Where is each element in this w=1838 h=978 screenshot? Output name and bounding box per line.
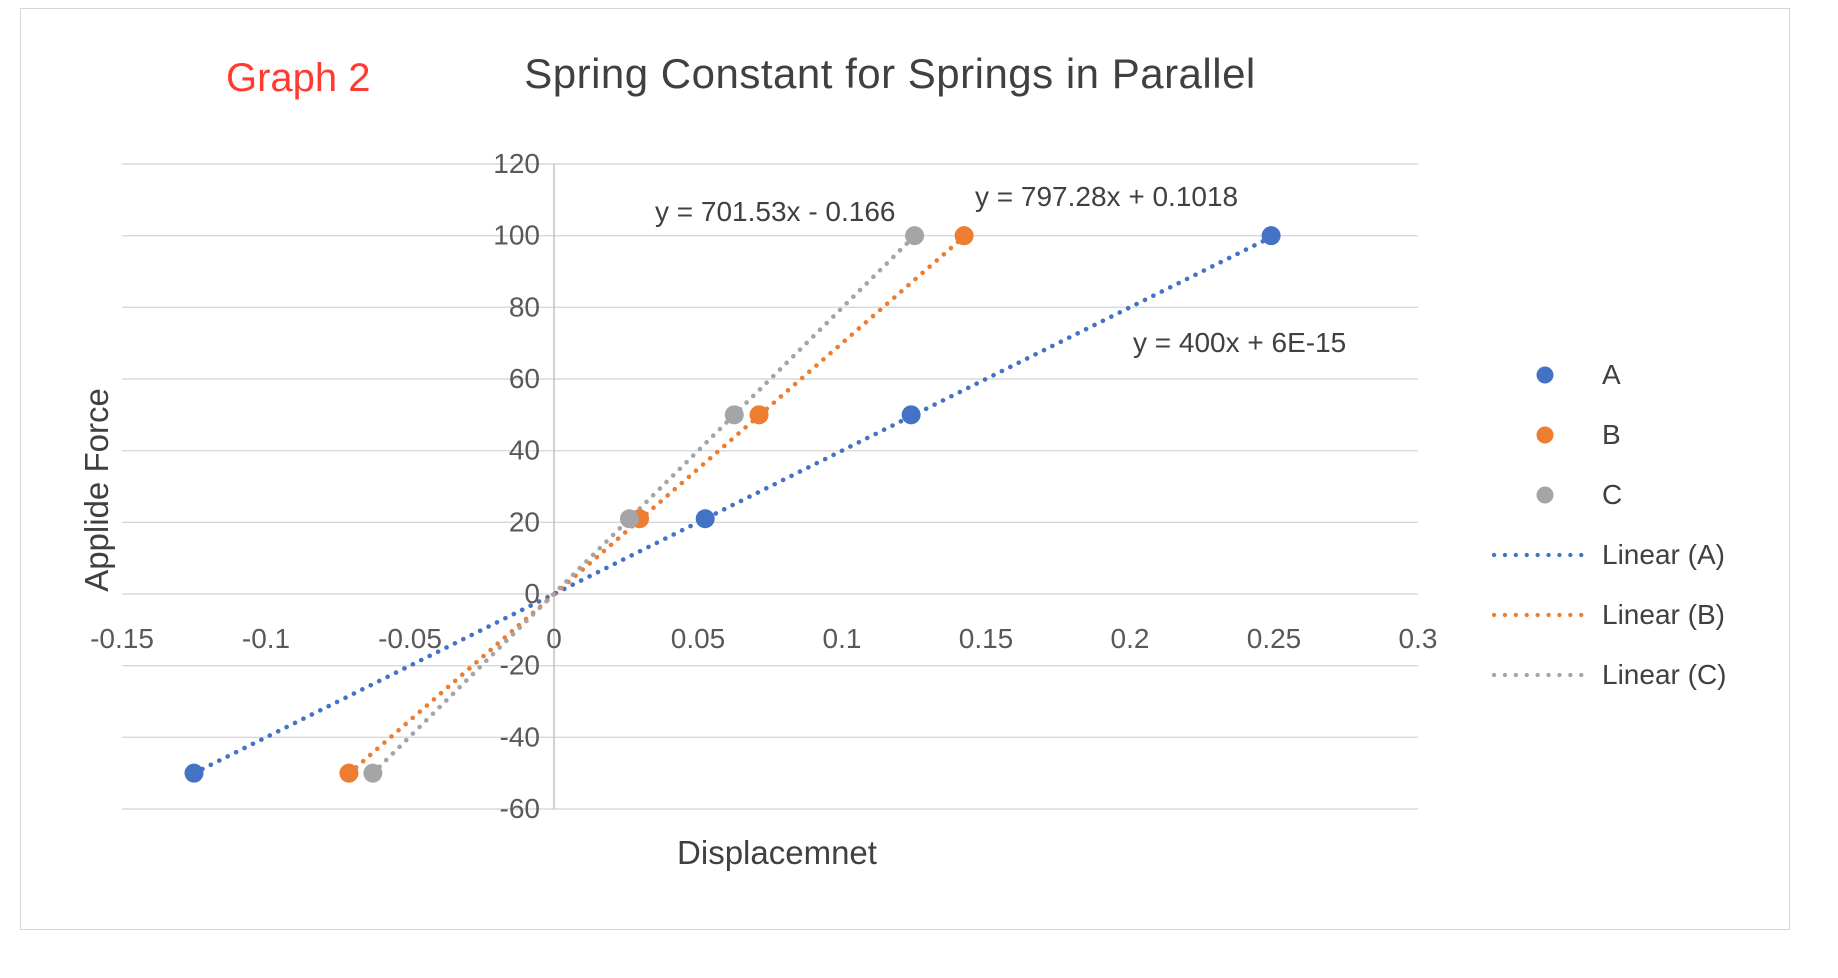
x-tick-label: -0.15 xyxy=(90,623,154,654)
legend-label: C xyxy=(1602,479,1623,510)
x-tick-label: 0.25 xyxy=(1247,623,1302,654)
data-point-b[interactable] xyxy=(954,226,974,246)
graph-label: Graph 2 xyxy=(226,56,371,100)
x-axis-title: Displacemnet xyxy=(677,834,877,871)
legend-marker-dotted-line xyxy=(1492,672,1592,678)
legend-marker-dot xyxy=(1536,426,1554,444)
legend-label: A xyxy=(1602,359,1621,390)
legend-label: Linear (A) xyxy=(1602,539,1725,570)
data-point-b[interactable] xyxy=(339,763,359,783)
y-tick-label: 100 xyxy=(493,220,540,251)
legend-label: Linear (B) xyxy=(1602,599,1725,630)
y-tick-label: 0 xyxy=(524,578,540,609)
y-tick-label: 20 xyxy=(509,506,540,537)
y-tick-label: 80 xyxy=(509,291,540,322)
legend-item-linear-b[interactable]: Linear (B) xyxy=(1492,585,1726,645)
y-tick-label: 120 xyxy=(493,148,540,179)
x-tick-label: 0.1 xyxy=(823,623,862,654)
legend-item-b[interactable]: B xyxy=(1492,405,1726,465)
legend-label: Linear (C) xyxy=(1602,659,1727,690)
trendline-c[interactable] xyxy=(370,233,917,776)
data-point-b[interactable] xyxy=(749,405,769,425)
legend-item-linear-c[interactable]: Linear (C) xyxy=(1492,645,1726,705)
y-tick-label: 60 xyxy=(509,363,540,394)
data-point-a[interactable] xyxy=(695,509,715,529)
legend-marker-dotted-line xyxy=(1492,552,1592,558)
x-tick-label: 0 xyxy=(546,623,562,654)
legend: A B C Linear (A) Linear (B) Linear (C) xyxy=(1492,345,1726,705)
legend-item-linear-a[interactable]: Linear (A) xyxy=(1492,525,1726,585)
legend-item-c[interactable]: C xyxy=(1492,465,1726,525)
data-point-a[interactable] xyxy=(1261,226,1281,246)
trendline-a[interactable] xyxy=(191,234,1274,776)
y-tick-label: -60 xyxy=(500,793,540,824)
legend-marker-dot xyxy=(1536,366,1554,384)
x-tick-label: 0.3 xyxy=(1399,623,1438,654)
trendline-b[interactable] xyxy=(346,234,967,776)
chart-border xyxy=(20,8,1790,930)
legend-marker-dot xyxy=(1536,486,1554,504)
legend-label: B xyxy=(1602,419,1621,450)
data-point-a[interactable] xyxy=(901,405,921,425)
y-axis-title: Applide Force xyxy=(78,388,115,592)
y-tick-label: -40 xyxy=(500,721,540,752)
data-point-c[interactable] xyxy=(619,509,639,529)
trend-equation-c: y = 797.28x + 0.1018 xyxy=(975,181,1239,212)
y-tick-label: -20 xyxy=(500,650,540,681)
legend-item-a[interactable]: A xyxy=(1492,345,1726,405)
data-point-a[interactable] xyxy=(184,763,204,783)
x-tick-label: 0.15 xyxy=(959,623,1014,654)
x-tick-label: 0.05 xyxy=(671,623,726,654)
chart-title: Spring Constant for Springs in Parallel xyxy=(524,50,1256,97)
y-tick-label: 40 xyxy=(509,435,540,466)
data-point-c[interactable] xyxy=(905,226,925,246)
trend-equation-b: y = 701.53x - 0.166 xyxy=(655,196,896,227)
data-point-c[interactable] xyxy=(724,405,744,425)
trend-equation-a: y = 400x + 6E-15 xyxy=(1133,327,1347,358)
x-tick-label: -0.1 xyxy=(242,623,290,654)
data-point-c[interactable] xyxy=(363,763,383,783)
legend-marker-dotted-line xyxy=(1492,612,1592,618)
x-tick-label: -0.05 xyxy=(378,623,442,654)
x-tick-label: 0.2 xyxy=(1111,623,1150,654)
